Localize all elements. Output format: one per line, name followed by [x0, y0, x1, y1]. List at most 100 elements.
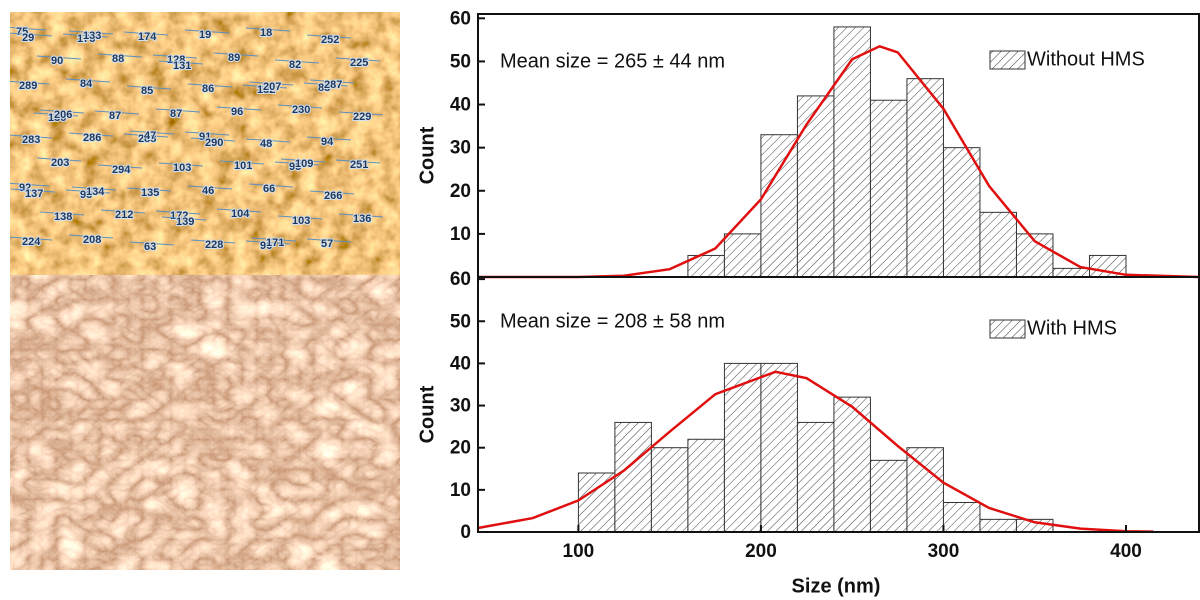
grain-label: 130	[48, 112, 66, 124]
y-tick-label: 50	[450, 311, 471, 332]
grain-label: 203	[51, 157, 69, 169]
grain-label: 87	[170, 108, 182, 120]
grain-label: 173	[77, 33, 95, 45]
grain-label: 103	[173, 162, 191, 174]
grain-marker	[68, 132, 114, 137]
grain-marker	[65, 189, 111, 194]
grain-marker	[306, 238, 352, 243]
bar	[760, 362, 798, 533]
grain-label: 288	[138, 133, 156, 145]
bar	[906, 447, 944, 533]
y-tick-label: 10	[450, 224, 471, 245]
y-tick-label: 60	[450, 8, 471, 29]
plot-frame	[477, 276, 1200, 533]
grain-label: 87	[109, 110, 121, 122]
grain-label: 85	[141, 85, 153, 97]
grain-marker	[245, 138, 291, 143]
grain-marker	[123, 133, 169, 138]
bar	[796, 95, 835, 278]
x-axis-label: Size (nm)	[792, 575, 881, 597]
grain-label: 91	[199, 131, 211, 143]
grain-label: 283	[22, 134, 40, 146]
grain-marker	[10, 32, 53, 37]
grain-marker	[161, 216, 207, 221]
grain-marker	[33, 112, 79, 117]
grain-label: 96	[231, 106, 243, 118]
x-tick-label: 200	[745, 541, 777, 562]
grain-label: 207	[263, 81, 281, 93]
grain-marker	[190, 239, 236, 244]
bar	[942, 147, 981, 278]
bar	[942, 501, 981, 533]
grain-label: 104	[231, 208, 250, 220]
grain-marker	[184, 29, 230, 34]
grain-label: 19	[199, 29, 211, 41]
grain-marker	[277, 104, 323, 109]
grain-marker	[10, 236, 53, 241]
grain-label: 224	[22, 236, 41, 248]
grain-marker	[248, 81, 294, 86]
grain-label: 225	[350, 57, 368, 69]
grain-label: 252	[321, 34, 339, 46]
grain-label: 90	[51, 55, 63, 67]
grain-marker	[242, 84, 288, 89]
x-tick-label: 400	[1110, 541, 1142, 562]
grain-marker	[39, 211, 85, 216]
grain-marker	[97, 164, 143, 169]
annotation: Mean size = 208 ± 58 nm	[500, 310, 725, 332]
grain-marker	[68, 234, 114, 239]
grain-marker	[158, 162, 204, 167]
grain-label: 29	[22, 32, 34, 44]
grain-marker	[10, 134, 53, 139]
bar	[869, 99, 908, 278]
grain-label: 228	[205, 239, 223, 251]
sem-image	[10, 275, 400, 570]
grain-label: 132	[257, 84, 275, 96]
grain-label: 229	[353, 111, 371, 123]
grain-marker	[10, 80, 50, 85]
bar	[979, 518, 1017, 533]
grain-label: 84	[80, 78, 93, 90]
grain-marker	[338, 111, 384, 116]
grain-marker	[335, 159, 381, 164]
grain-marker	[303, 82, 349, 87]
grain-marker	[248, 183, 294, 188]
grain-marker	[126, 187, 172, 192]
grain-marker	[155, 210, 201, 215]
grain-marker	[280, 158, 326, 163]
x-tick-label: 100	[563, 541, 595, 562]
grain-label: 94	[321, 136, 334, 148]
grain-marker	[219, 160, 265, 165]
y-axis-label: Count	[416, 126, 438, 184]
grain-label: 294	[112, 164, 131, 176]
grain-label: 171	[266, 237, 284, 249]
grain-marker	[309, 190, 355, 195]
y-tick-label: 50	[450, 51, 471, 72]
legend-swatch	[989, 50, 1026, 70]
grain-marker	[216, 106, 262, 111]
grain-marker	[97, 53, 143, 58]
grain-label: 96	[260, 240, 272, 252]
grain-marker	[10, 182, 50, 187]
grain-label: 251	[350, 159, 368, 171]
bar	[869, 459, 908, 533]
grain-marker	[36, 55, 82, 60]
y-axis-label: Count	[416, 385, 438, 443]
grain-label: 131	[173, 60, 191, 72]
grain-marker	[126, 85, 172, 90]
grain-marker	[213, 52, 259, 57]
bar	[723, 362, 762, 533]
bar	[723, 233, 762, 278]
grain-marker	[190, 137, 236, 142]
grain-marker	[65, 78, 111, 83]
grain-label: 57	[321, 238, 333, 250]
grain-label: 174	[138, 31, 157, 43]
grain-label: 48	[260, 138, 272, 150]
grain-label: 286	[83, 132, 101, 144]
grain-label: 139	[176, 216, 194, 228]
grain-label: 93	[80, 189, 92, 201]
bar	[833, 396, 871, 533]
grain-marker	[39, 109, 85, 114]
y-tick-label: 30	[450, 396, 471, 417]
